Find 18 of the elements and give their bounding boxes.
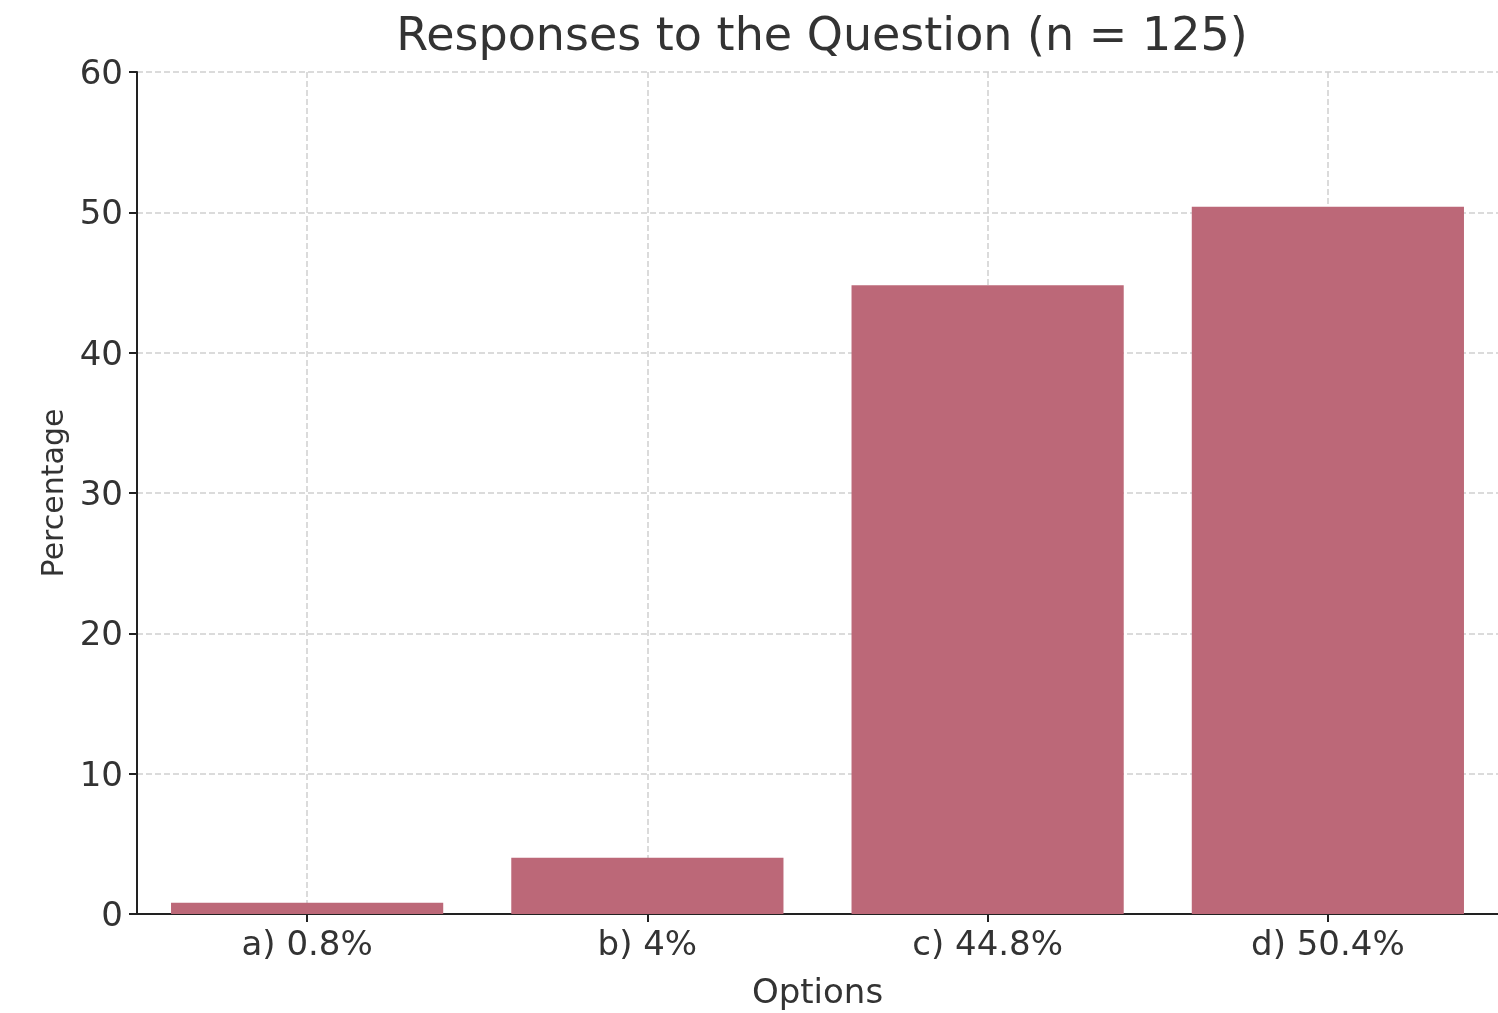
y-tick-label: 60 [79,52,123,92]
chart-title: Responses to the Question (n = 125) [396,7,1248,61]
y-tick-label: 30 [79,473,123,513]
y-axis-title: Percentage [34,408,70,578]
y-tick-label: 0 [101,894,123,934]
bar [171,902,444,914]
x-tick-label: b) 4% [597,923,698,963]
bar [511,857,784,914]
bar [1191,206,1464,914]
x-tick-label: c) 44.8% [912,923,1064,963]
y-tick-label: 20 [79,613,123,654]
y-tick-label: 40 [79,332,123,373]
y-tick-label: 10 [79,753,123,794]
bar [851,285,1124,914]
y-tick-label: 50 [79,192,123,233]
x-tick-label: a) 0.8% [241,923,373,963]
x-axis-title: Options [751,971,884,1011]
x-tick-label: d) 50.4% [1251,923,1405,963]
